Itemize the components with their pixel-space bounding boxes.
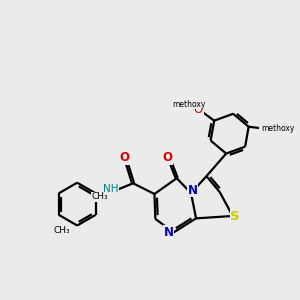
Text: S: S bbox=[230, 210, 240, 223]
Text: methoxy: methoxy bbox=[261, 124, 294, 133]
Text: CH₃: CH₃ bbox=[92, 192, 108, 201]
Text: O: O bbox=[163, 151, 173, 164]
Text: N: N bbox=[164, 226, 173, 239]
Text: O: O bbox=[120, 151, 130, 164]
Text: N: N bbox=[188, 184, 197, 196]
Text: methoxy: methoxy bbox=[172, 100, 205, 109]
Text: O: O bbox=[260, 122, 269, 135]
Text: NH: NH bbox=[103, 184, 118, 194]
Text: O: O bbox=[194, 103, 203, 116]
Text: CH₃: CH₃ bbox=[54, 226, 70, 235]
